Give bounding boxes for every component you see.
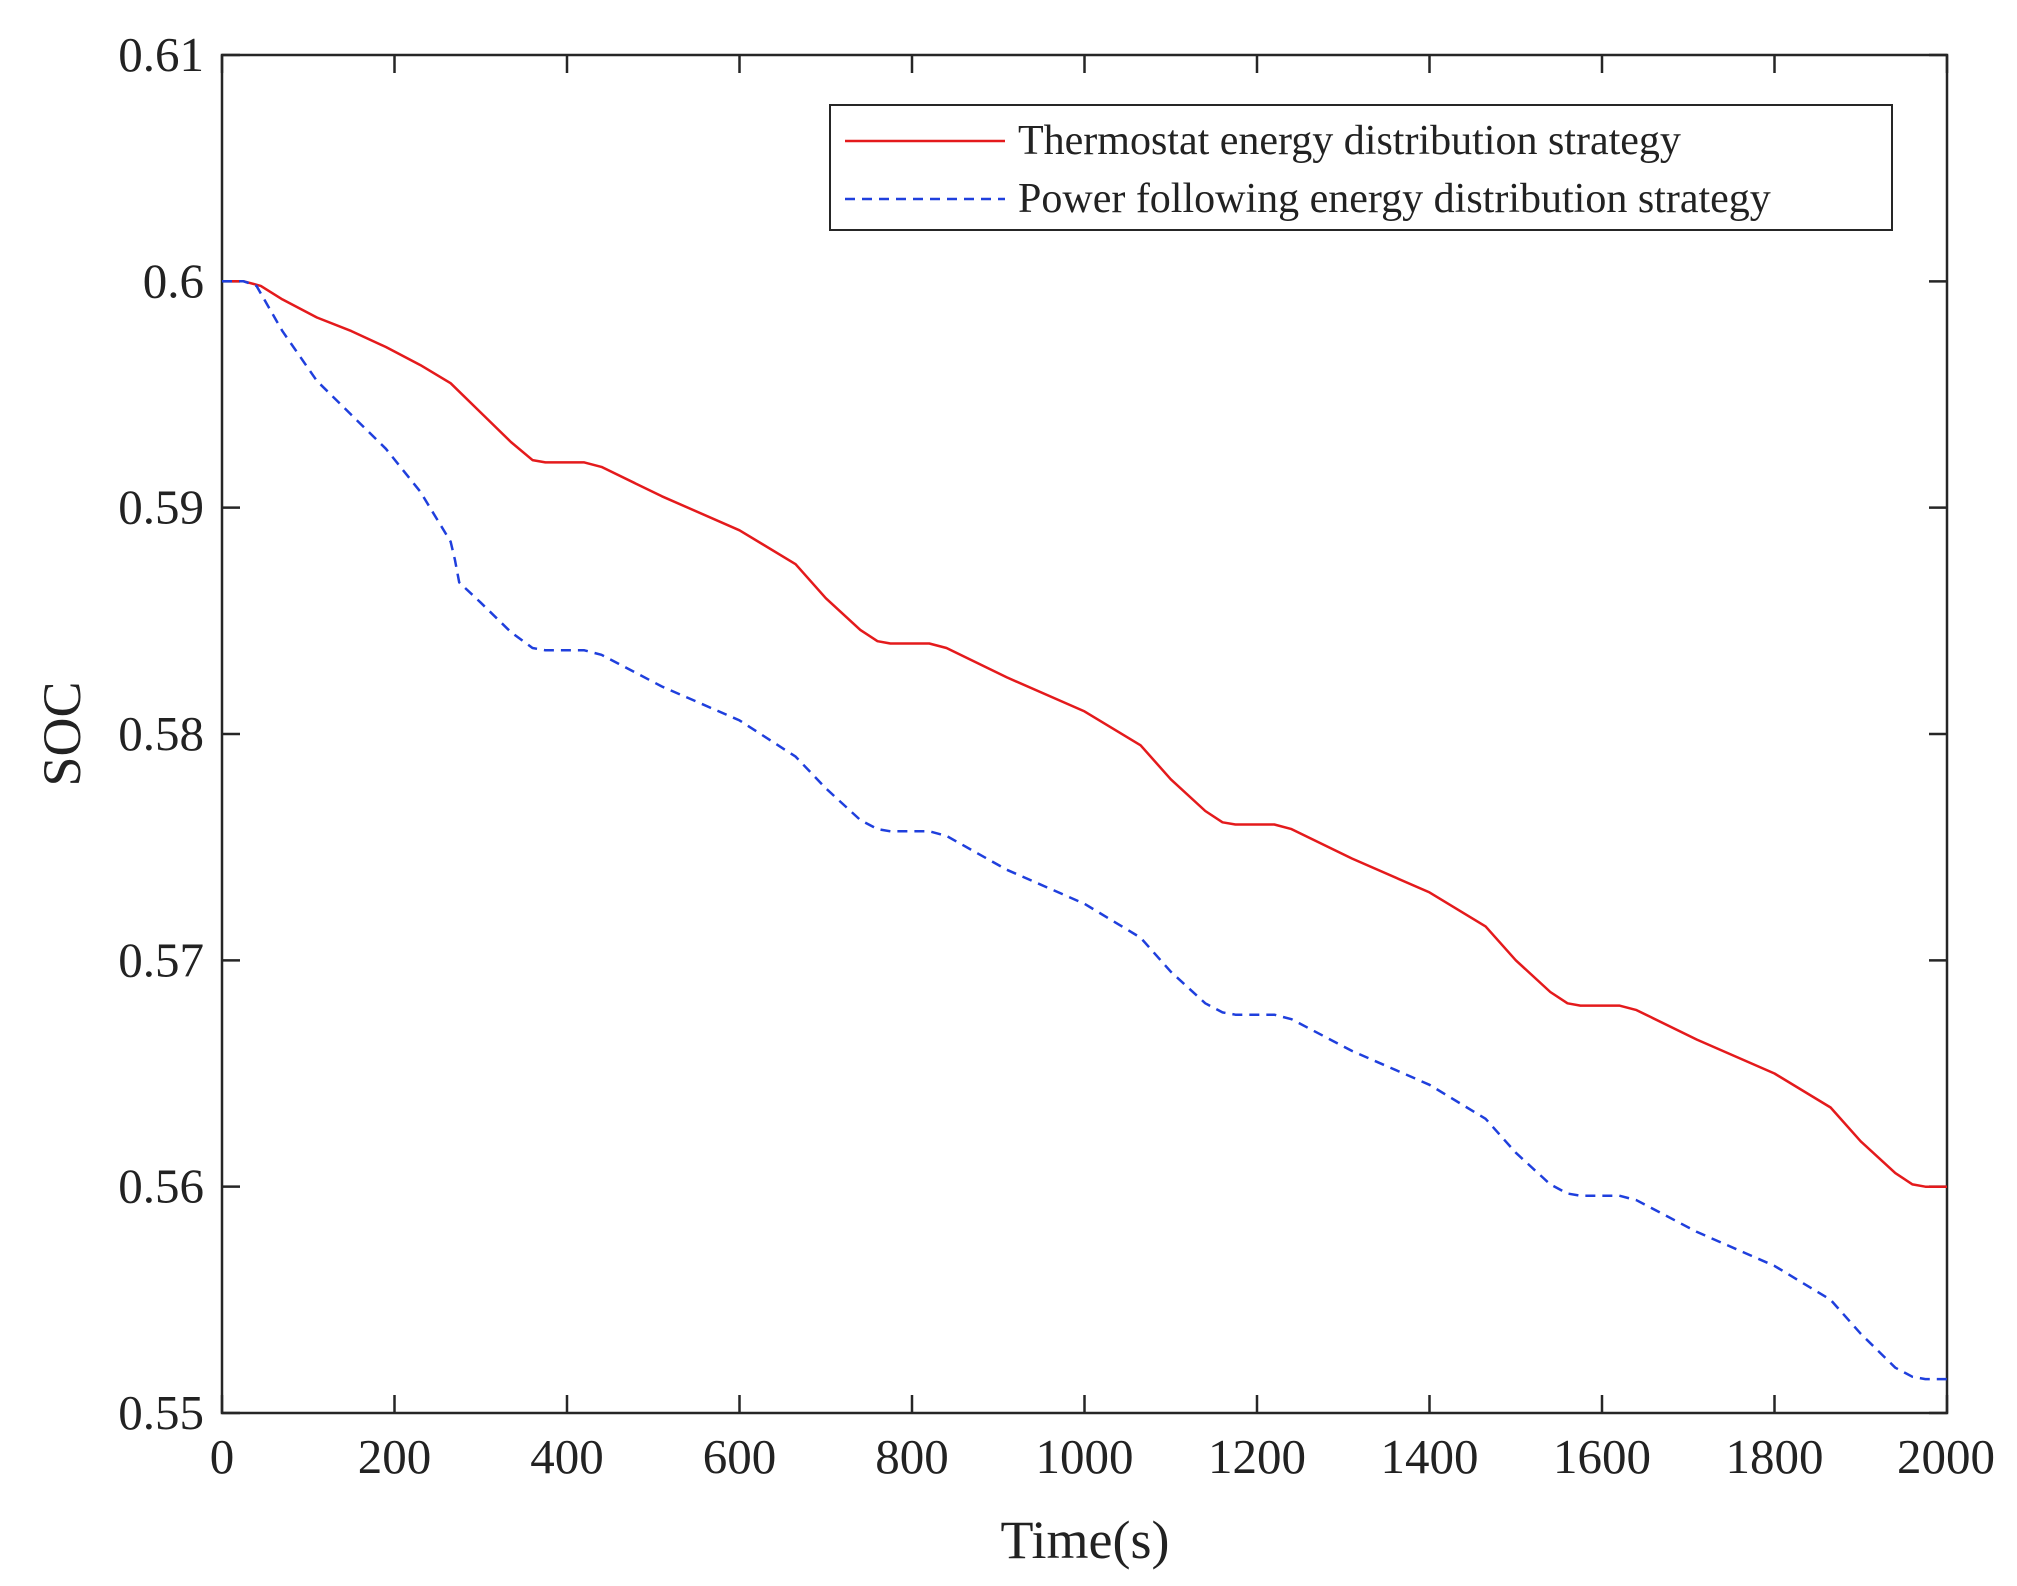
legend-label-thermostat: Thermostat energy distribution strategy [1018, 118, 1681, 164]
y-tick-label: 0.55 [118, 1385, 204, 1440]
y-axis-title: SOC [32, 681, 92, 786]
x-tick-label: 600 [703, 1429, 777, 1484]
legend: Thermostat energy distribution strategy … [829, 104, 1893, 231]
series-line-thermostat [222, 280, 1947, 1188]
x-axis-title: Time(s) [1000, 1510, 1169, 1570]
y-tick-label: 0.57 [118, 932, 204, 987]
x-tick-label: 200 [358, 1429, 432, 1484]
legend-label-power-following: Power following energy distribution stra… [1018, 176, 1771, 222]
y-tick-label: 0.61 [118, 27, 204, 82]
series-line-power-following [222, 280, 1947, 1381]
y-tick-label: 0.6 [143, 253, 204, 308]
plot-area-frame [220, 53, 1949, 1415]
legend-box [829, 104, 1893, 231]
x-axis-ticks: 0 200 400 600 800 1000 1200 1400 1600 1800 2000 [210, 55, 1995, 1484]
x-tick-label: 2000 [1897, 1429, 1995, 1484]
y-axis-ticks: 0.55 0.56 0.57 0.58 0.59 0.6 0.61 [118, 27, 1947, 1440]
x-tick-label: 800 [875, 1429, 949, 1484]
x-tick-label: 1800 [1726, 1429, 1824, 1484]
y-tick-label: 0.58 [118, 706, 204, 761]
y-tick-label: 0.56 [118, 1159, 204, 1214]
x-tick-label: 400 [530, 1429, 604, 1484]
x-tick-label: 1400 [1381, 1429, 1479, 1484]
x-tick-label: 0 [210, 1429, 235, 1484]
series-layer [222, 280, 1947, 1381]
y-tick-label: 0.59 [118, 480, 204, 535]
x-tick-label: 1600 [1553, 1429, 1651, 1484]
x-tick-label: 1200 [1208, 1429, 1306, 1484]
x-tick-label: 1000 [1036, 1429, 1134, 1484]
